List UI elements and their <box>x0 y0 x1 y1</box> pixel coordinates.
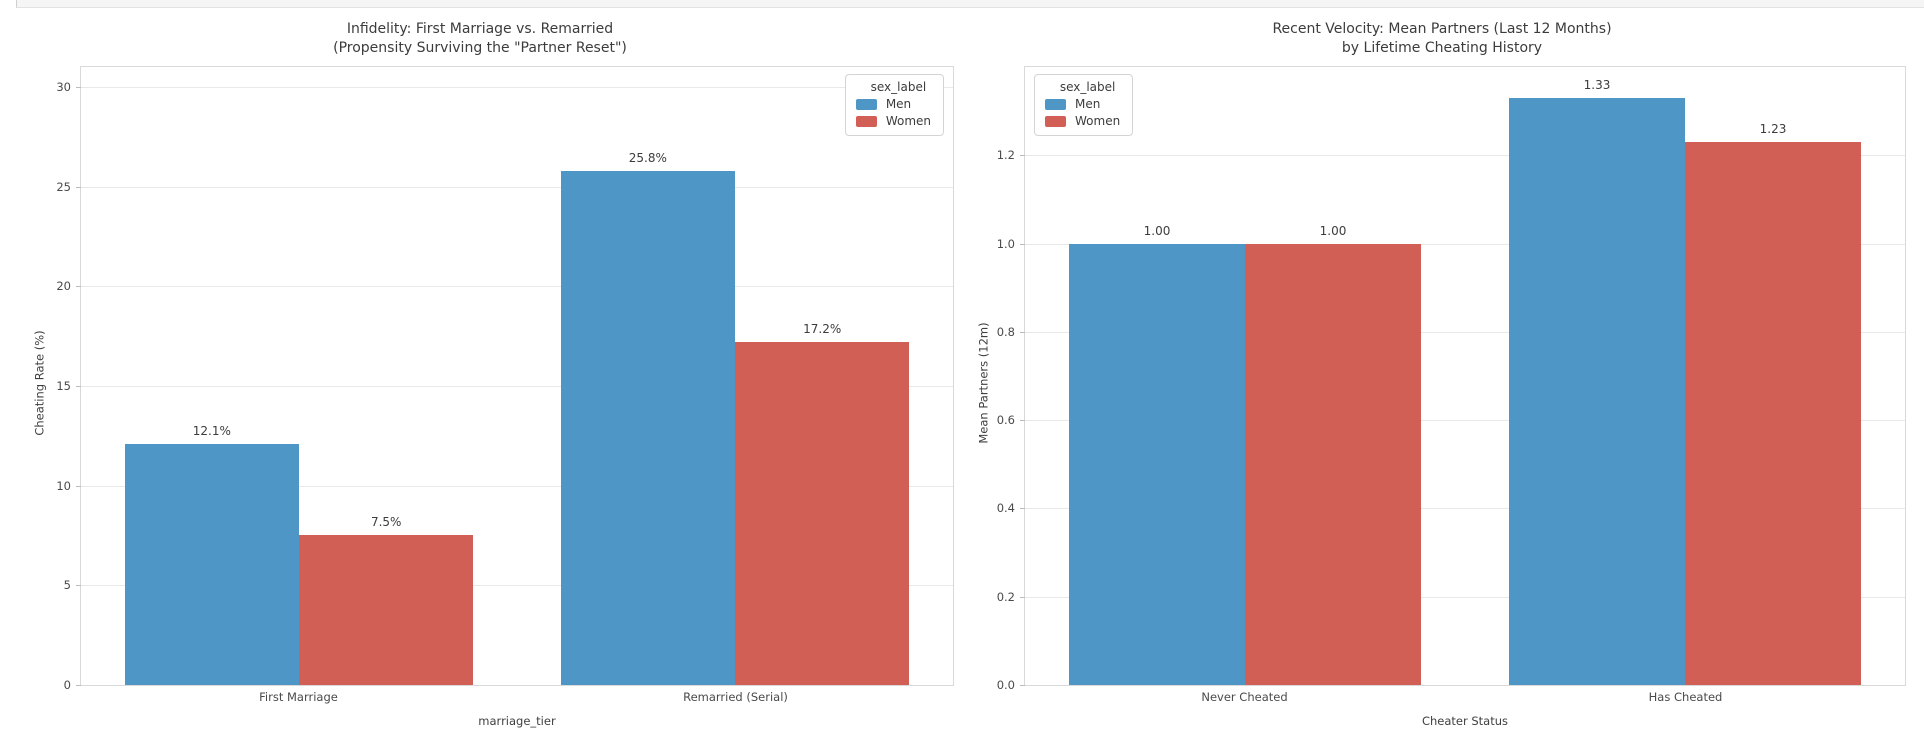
legend: sex_label Men Women <box>1034 74 1134 136</box>
legend-label: Women <box>885 114 931 128</box>
y-tick-mark <box>1020 685 1025 686</box>
bar-value-label: 17.2% <box>803 322 842 337</box>
y-tick-label: 1.0 <box>996 236 1015 251</box>
gridline <box>1025 331 1905 333</box>
legend-title: sex_label <box>1059 80 1116 94</box>
gridline <box>1025 420 1905 422</box>
x-tick-label: Has Cheated <box>1648 690 1723 704</box>
legend-entry: Men <box>855 97 931 111</box>
y-tick-label: 1.2 <box>996 148 1015 163</box>
chart-velocity-figure: Recent Velocity: Mean Partners (Last 12 … <box>960 10 1924 746</box>
bar-value-label: 25.8% <box>628 150 667 165</box>
chart-title: Infidelity: First Marriage vs. Remarried… <box>0 10 960 58</box>
y-axis-label: Cheating Rate (%) <box>32 330 46 436</box>
gridline <box>1025 243 1905 245</box>
y-tick-label: 30 <box>56 79 71 94</box>
bar-men-1 <box>1509 97 1685 685</box>
gridline <box>81 186 953 188</box>
gridline <box>81 86 953 88</box>
chart-title-line: Infidelity: First Marriage vs. Remarried <box>346 21 614 37</box>
legend-swatch-men <box>855 98 877 110</box>
y-tick-mark <box>1020 331 1025 333</box>
gridline <box>1025 155 1905 157</box>
plot-area: 0.0 0.2 0.4 0.6 0.8 1.0 1.2 Mean Partners (12m)… <box>976 66 1906 692</box>
gridline <box>81 485 953 487</box>
plot-wrap: 0 5 10 15 20 25 30 Cheating Rate (%) 12.1% 7.5% 25… <box>32 66 954 728</box>
legend-swatch-women <box>855 115 877 127</box>
chart-infidelity-figure: Infidelity: First Marriage vs. Remarried… <box>0 10 960 746</box>
chart-title-line: by Lifetime Cheating History <box>1341 40 1543 56</box>
y-tick-label: 20 <box>56 279 71 294</box>
plot-area: 0 5 10 15 20 25 30 Cheating Rate (%) 12.1% 7.5% 25… <box>32 66 954 692</box>
bar-value-label: 12.1% <box>192 423 231 438</box>
legend-swatch-men <box>1045 98 1066 110</box>
chart-title-line: Recent Velocity: Mean Partners (Last 12 … <box>1272 21 1612 37</box>
gridline <box>1025 508 1905 510</box>
y-tick-mark <box>76 385 81 387</box>
x-ticks-row: First Marriage Remarried (Serial) <box>80 690 954 712</box>
bar-value-label: 7.5% <box>370 515 402 530</box>
y-tick-label: 0.0 <box>996 678 1015 692</box>
legend-swatch-women <box>1045 115 1066 127</box>
x-ticks-row: Never Cheated Has Cheated <box>1024 690 1906 712</box>
legend-title: sex_label <box>870 80 927 94</box>
chart-title-line: (Propensity Surviving the "Partner Reset… <box>333 40 627 56</box>
y-tick-label: 0.4 <box>996 501 1015 516</box>
y-tick-mark <box>1020 508 1025 510</box>
y-tick-mark <box>1020 420 1025 422</box>
y-tick-mark <box>76 585 81 587</box>
y-tick-mark <box>1020 155 1025 157</box>
x-tick-label: Never Cheated <box>1201 690 1288 704</box>
bar-value-label: 1.00 <box>1319 223 1347 238</box>
bar-men-1 <box>560 170 735 685</box>
legend-label: Men <box>1075 97 1101 111</box>
y-tick-label: 0.6 <box>996 413 1015 428</box>
figures-row: Infidelity: First Marriage vs. Remarried… <box>0 10 1924 746</box>
bar-women-0 <box>1245 243 1421 685</box>
gridline <box>81 385 953 387</box>
bar-men-0 <box>124 443 299 685</box>
x-axis-label: Cheater Status <box>1421 714 1509 728</box>
y-tick-mark <box>76 286 81 288</box>
y-tick-label: 10 <box>56 478 71 493</box>
y-tick-label: 5 <box>63 578 71 593</box>
bar-women-1 <box>735 342 910 685</box>
bar-value-label: 1.23 <box>1759 122 1787 137</box>
legend-entry: Women <box>1045 114 1120 128</box>
bar-women-0 <box>299 535 474 685</box>
x-axis-label: marriage_tier <box>478 714 556 728</box>
gridline <box>81 286 953 288</box>
x-tick-label: First Marriage <box>259 690 338 704</box>
y-tick-mark <box>76 685 81 686</box>
y-tick-mark <box>76 186 81 188</box>
bar-value-label: 1.33 <box>1583 77 1611 92</box>
legend-entry: Men <box>1045 97 1120 111</box>
y-tick-label: 0 <box>63 678 71 692</box>
legend-entry: Women <box>855 114 931 128</box>
legend: sex_label Men Women <box>844 74 944 136</box>
y-tick-mark <box>76 485 81 487</box>
bar-value-label: 1.00 <box>1143 223 1171 238</box>
y-tick-label: 15 <box>56 378 71 393</box>
y-tick-label: 0.2 <box>996 589 1015 604</box>
gridline <box>81 585 953 587</box>
bar-men-0 <box>1069 243 1245 685</box>
plot-wrap: 0.0 0.2 0.4 0.6 0.8 1.0 1.2 Mean Partners (12m)… <box>976 66 1906 728</box>
y-tick-label: 25 <box>56 179 71 194</box>
y-tick-mark <box>76 86 81 88</box>
top-window-strip <box>16 0 1924 8</box>
bar-women-1 <box>1685 142 1861 685</box>
gridline <box>1025 596 1905 598</box>
legend-label: Women <box>1075 114 1121 128</box>
y-tick-mark <box>1020 596 1025 598</box>
y-axis-label: Mean Partners (12m) <box>976 322 990 444</box>
legend-label: Men <box>885 97 912 111</box>
x-tick-label: Remarried (Serial) <box>683 690 788 704</box>
y-tick-label: 0.8 <box>996 324 1015 339</box>
chart-title: Recent Velocity: Mean Partners (Last 12 … <box>960 10 1924 58</box>
y-tick-mark <box>1020 243 1025 245</box>
